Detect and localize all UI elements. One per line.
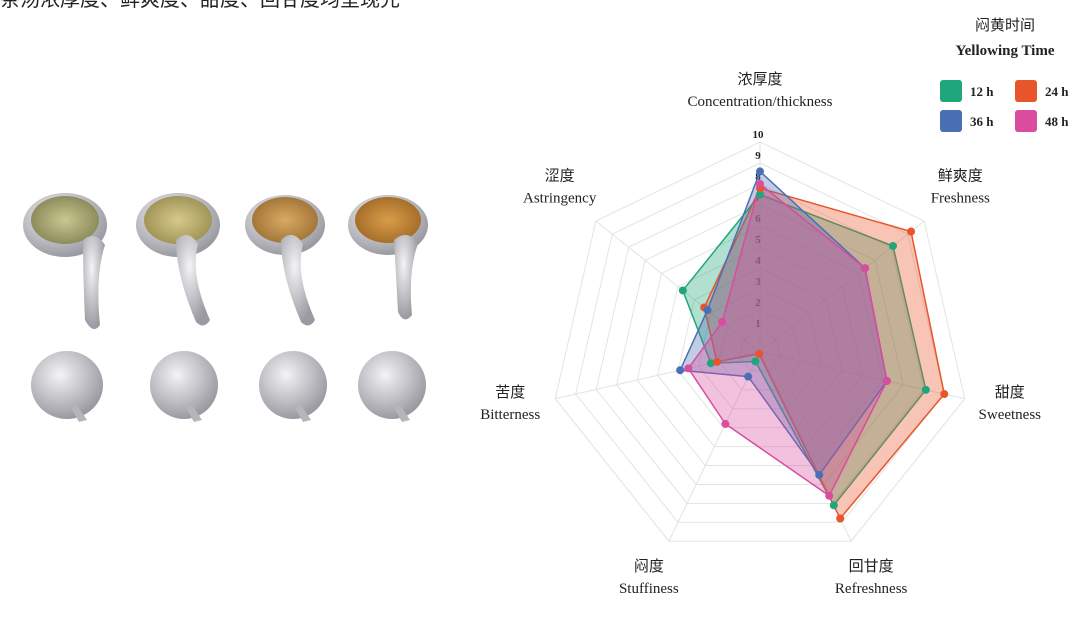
data-point (907, 227, 916, 236)
data-point (744, 372, 753, 381)
series-area (703, 187, 946, 520)
radar-chart: 浓厚度 Concentration/thickness 鲜爽度 Freshness 甜度… (480, 71, 1041, 597)
data-point (882, 376, 891, 385)
legend-title: Yellowing Time (955, 43, 1054, 59)
axis-label-zh: 闷度 (634, 558, 664, 575)
legend-swatch (940, 110, 962, 132)
axis-spoke (668, 351, 761, 542)
legend: 闷黄时间 Yellowing Time 12 h 24 h 36 h 48 h (940, 17, 1069, 132)
axis-label-zh: 甜度 (995, 384, 1025, 401)
axis-label-zh: 浓厚度 (737, 71, 782, 88)
axis-label-zh: 回甘度 (849, 558, 894, 575)
axis-spoke (595, 220, 761, 353)
caption-text: 茶汤浓厚度、鲜爽度、甜度、回甘度均呈现先 (0, 0, 400, 11)
data-point (825, 491, 834, 500)
r-tick-label: 5 (755, 234, 761, 246)
r-tick-label: 1 (755, 318, 761, 330)
grid-line (698, 288, 822, 410)
data-point (718, 317, 727, 326)
legend-swatch (1015, 80, 1037, 102)
data-point (706, 359, 715, 368)
axis-label: Astringency (523, 190, 597, 206)
axis-label-zh: 鲜爽度 (938, 167, 983, 184)
data-point (836, 514, 845, 523)
data-point (756, 180, 764, 188)
data-point (713, 357, 722, 366)
legend-title-zh: 闷黄时间 (975, 17, 1035, 34)
axis-spoke (759, 220, 925, 353)
data-point (861, 264, 870, 273)
photos (23, 193, 428, 422)
grid-line (636, 225, 884, 467)
axis-spoke (759, 351, 965, 400)
data-point (751, 357, 760, 366)
axis-label: Refreshness (835, 581, 908, 597)
legend-label: 36 h (970, 114, 994, 129)
data-point (888, 241, 897, 250)
grid-line (595, 183, 925, 504)
axis-label-zh: 涩度 (545, 167, 575, 184)
r-tick-label: 3 (755, 276, 761, 288)
data-point (829, 501, 838, 510)
data-point (684, 364, 693, 373)
axis-label: Bitterness (480, 407, 540, 423)
data-point (721, 419, 730, 428)
r-tick-label: 6 (755, 213, 761, 225)
data-point (703, 306, 712, 315)
data-point (755, 349, 764, 358)
axis-label: Concentration/thickness (688, 94, 833, 110)
data-point (676, 366, 685, 375)
grid-line (575, 162, 945, 523)
grid-line (616, 204, 904, 485)
axis-label: Freshness (931, 190, 990, 206)
legend-label: 24 h (1045, 84, 1069, 99)
legend-label: 12 h (970, 84, 994, 99)
axis-label: Sweetness (979, 407, 1042, 423)
data-point (756, 190, 764, 199)
grid-line (554, 141, 966, 542)
r-tick-label: 10 (753, 129, 765, 141)
r-tick-label: 4 (755, 255, 761, 267)
data-point (678, 286, 687, 295)
legend-label: 48 h (1045, 114, 1069, 129)
data-point (940, 390, 949, 399)
axis-label: Stuffiness (619, 581, 679, 597)
data-point (756, 167, 764, 176)
series-area (687, 182, 888, 497)
legend-swatch (1015, 110, 1037, 132)
r-tick-label: 9 (755, 150, 761, 162)
grid-line (657, 246, 863, 448)
axis-label-zh: 苦度 (495, 384, 525, 401)
data-point (921, 385, 930, 394)
data-point (815, 470, 824, 479)
grid-line (718, 309, 802, 391)
legend-swatch (940, 80, 962, 102)
r-tick-label: 2 (755, 297, 761, 309)
